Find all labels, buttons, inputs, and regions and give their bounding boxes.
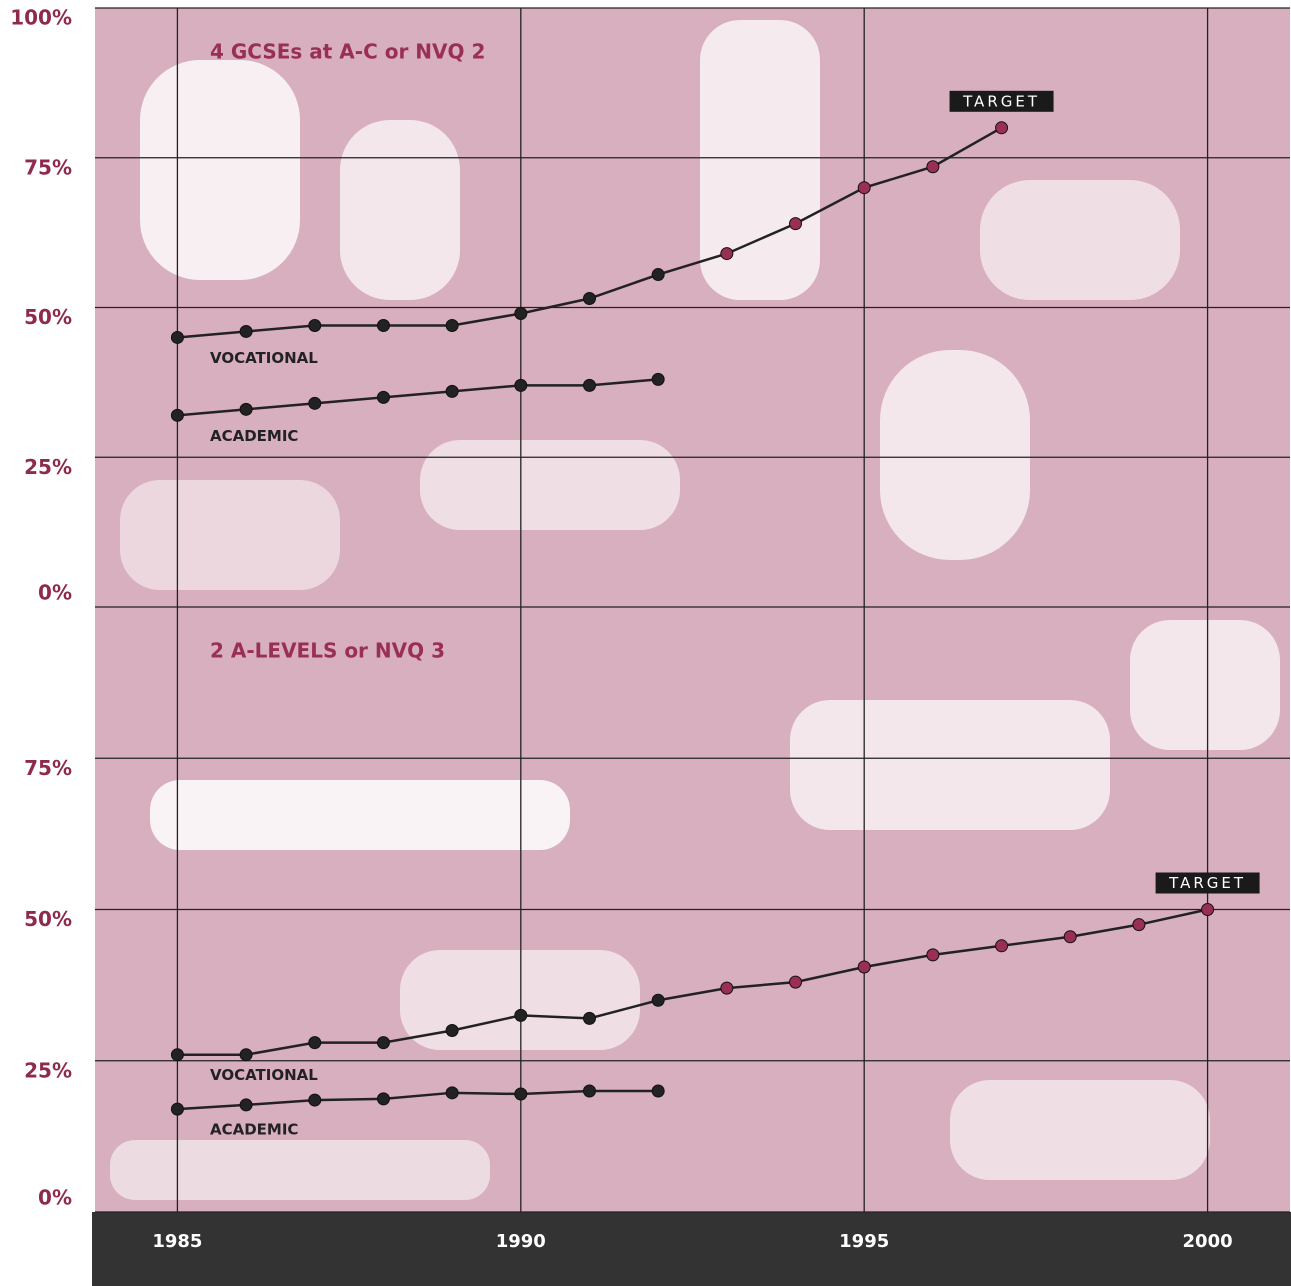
data-point xyxy=(926,160,940,174)
data-point xyxy=(445,318,459,332)
y-tick-label: 25% xyxy=(24,455,72,479)
data-point xyxy=(651,1084,665,1098)
series-line xyxy=(177,1089,659,1111)
data-point xyxy=(582,292,596,306)
x-axis-band xyxy=(92,1212,1291,1286)
data-point xyxy=(376,1036,390,1050)
data-point xyxy=(239,402,253,416)
data-point xyxy=(582,378,596,392)
data-point xyxy=(582,1011,596,1025)
data-point xyxy=(514,378,528,392)
x-tick-label: 1990 xyxy=(496,1231,546,1252)
data-point xyxy=(995,939,1009,953)
background-texture xyxy=(95,8,1290,1212)
y-tick-label: 50% xyxy=(24,907,72,931)
data-point xyxy=(514,1008,528,1022)
data-point xyxy=(308,1036,322,1050)
data-point xyxy=(308,318,322,332)
data-point xyxy=(582,1084,596,1098)
series-line xyxy=(177,908,1208,1056)
series-label: VOCATIONAL xyxy=(210,1066,318,1084)
data-point xyxy=(445,1024,459,1037)
annotation: TARGET xyxy=(962,92,1040,110)
data-point xyxy=(514,1087,528,1101)
data-point xyxy=(651,993,665,1007)
data-point xyxy=(857,960,871,974)
y-tick-label: 0% xyxy=(38,1186,72,1210)
y-tick-label: 50% xyxy=(24,305,72,329)
x-tick-label: 1985 xyxy=(152,1231,202,1252)
data-point xyxy=(514,306,528,320)
data-point xyxy=(376,1092,390,1106)
data-point xyxy=(445,384,459,398)
chart-title: 4 GCSEs at A-C or NVQ 2 xyxy=(210,40,485,64)
data-point xyxy=(376,318,390,332)
series-label: ACADEMIC xyxy=(210,427,298,445)
y-tick-label: 75% xyxy=(24,155,72,179)
data-point xyxy=(170,1102,184,1116)
data-point xyxy=(170,408,184,422)
data-point xyxy=(308,1093,322,1107)
series-label: ACADEMIC xyxy=(210,1121,298,1139)
data-point xyxy=(995,121,1009,135)
x-tick-label: 2000 xyxy=(1183,1231,1233,1252)
y-tick-label: 75% xyxy=(24,756,72,780)
data-point xyxy=(308,396,322,410)
y-tick-label: 25% xyxy=(24,1058,72,1082)
series-label: VOCATIONAL xyxy=(210,349,318,367)
data-point xyxy=(170,1048,184,1062)
annotation: TARGET xyxy=(1168,874,1246,892)
data-point xyxy=(1132,918,1146,932)
data-point xyxy=(789,217,803,231)
y-tick-label: 100% xyxy=(10,6,72,30)
data-point xyxy=(651,268,665,282)
series-line xyxy=(177,378,659,417)
data-point xyxy=(445,1086,459,1100)
annotation-box xyxy=(1155,872,1260,894)
chart-title: 2 A-LEVELS or NVQ 3 xyxy=(210,639,445,663)
data-point xyxy=(857,181,871,195)
data-point xyxy=(239,1048,253,1062)
data-point xyxy=(789,975,803,989)
data-point xyxy=(239,324,253,338)
annotation-box xyxy=(949,90,1054,112)
x-tick-label: 1995 xyxy=(839,1231,889,1252)
data-point xyxy=(1201,903,1215,916)
data-point xyxy=(720,981,734,995)
data-point xyxy=(926,948,940,962)
data-point xyxy=(239,1098,253,1112)
data-point xyxy=(1063,930,1077,944)
data-point xyxy=(720,247,734,261)
data-point xyxy=(376,390,390,404)
data-point xyxy=(170,330,184,344)
data-point xyxy=(651,372,665,386)
y-tick-label: 0% xyxy=(38,581,72,605)
